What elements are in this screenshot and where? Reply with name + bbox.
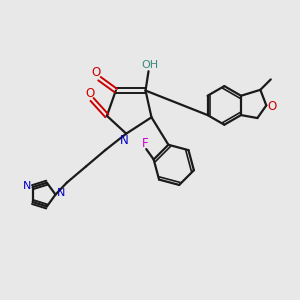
Text: OH: OH — [141, 60, 159, 70]
Text: O: O — [85, 87, 94, 100]
Text: O: O — [91, 66, 101, 79]
Text: N: N — [57, 188, 65, 198]
Text: O: O — [268, 100, 277, 113]
Text: N: N — [23, 181, 32, 191]
Text: F: F — [142, 136, 148, 150]
Text: N: N — [120, 134, 129, 147]
